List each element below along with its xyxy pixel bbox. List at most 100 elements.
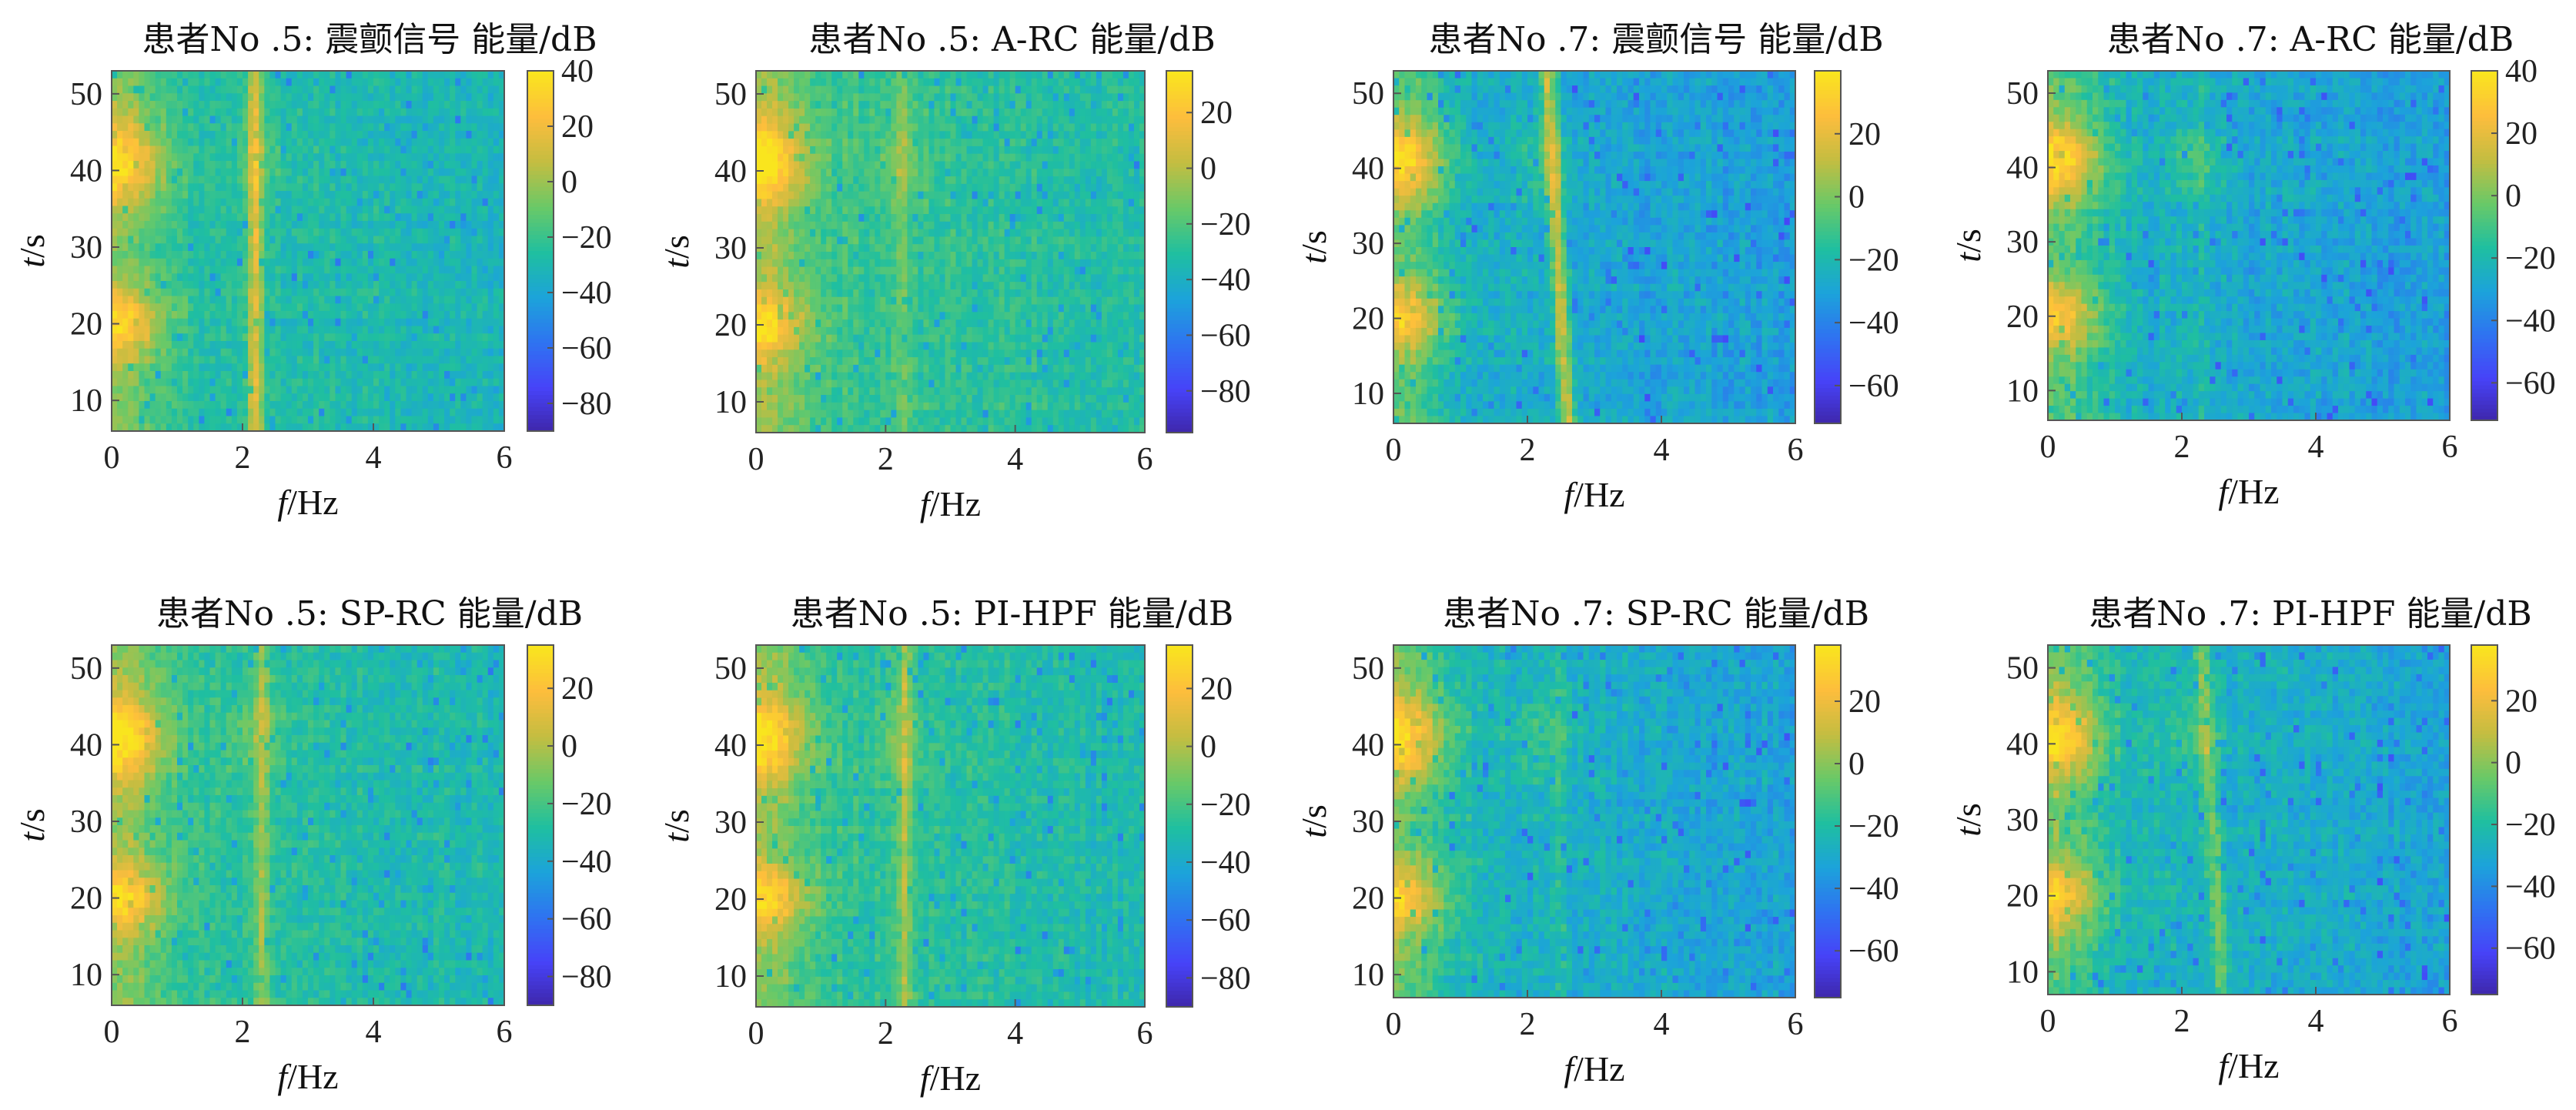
heatmap-cell [379, 71, 385, 79]
heatmap-cell [357, 363, 363, 371]
heatmap-cell [221, 326, 227, 334]
heatmap-cell [303, 289, 309, 296]
heatmap-cell [324, 259, 330, 266]
heatmap-cell [156, 116, 162, 124]
heatmap-cell [210, 311, 216, 319]
heatmap-cell [199, 289, 205, 296]
heatmap-cell [286, 176, 293, 184]
heatmap-cell [1075, 101, 1081, 109]
heatmap-cell [193, 409, 199, 416]
heatmap-cell [428, 319, 434, 326]
heatmap-cell [248, 401, 254, 409]
heatmap-cell [313, 363, 319, 371]
heatmap-cell [439, 393, 445, 401]
heatmap-cell [805, 116, 811, 124]
heatmap-cell [907, 116, 913, 124]
heatmap-cell [1091, 162, 1097, 169]
heatmap-cell [815, 86, 821, 94]
heatmap-cell [384, 326, 390, 334]
heatmap-cell [799, 109, 805, 116]
heatmap-cell [204, 266, 210, 274]
heatmap-cell [319, 273, 325, 281]
heatmap-cell [319, 71, 325, 79]
heatmap-cell [221, 139, 227, 146]
heatmap-cell [232, 71, 238, 79]
heatmap-cell [363, 333, 369, 341]
heatmap-cell [122, 191, 129, 199]
heatmap-cell [483, 221, 489, 229]
heatmap-cell [1118, 101, 1124, 109]
heatmap-cell [379, 311, 385, 319]
heatmap-cell [216, 356, 222, 364]
heatmap-cell [335, 311, 341, 319]
heatmap-cell [210, 393, 216, 401]
colorbar-segment [527, 383, 554, 388]
heatmap-cell [460, 333, 467, 341]
heatmap-cell [324, 281, 330, 289]
heatmap-cell [156, 289, 162, 296]
heatmap-cell [815, 116, 821, 124]
heatmap-cell [412, 139, 418, 146]
heatmap-cell [989, 86, 995, 94]
heatmap-cell [352, 71, 358, 79]
heatmap-cell [221, 349, 227, 356]
heatmap-cell [292, 341, 298, 349]
heatmap-cell [945, 101, 951, 109]
heatmap-cell [821, 162, 827, 169]
heatmap-cell [939, 169, 945, 176]
heatmap-cell [488, 86, 494, 94]
heatmap-cell [330, 311, 336, 319]
heatmap-cell [210, 289, 216, 296]
heatmap-cell [243, 401, 249, 409]
heatmap-cell [276, 206, 282, 214]
heatmap-cell [368, 259, 374, 266]
heatmap-cell [182, 296, 189, 304]
heatmap-cell [182, 289, 189, 296]
heatmap-cell [810, 116, 816, 124]
heatmap-cell [433, 236, 440, 244]
heatmap-cell [352, 363, 358, 371]
heatmap-cell [122, 251, 129, 259]
heatmap-cell [472, 221, 478, 229]
heatmap-cell [373, 153, 380, 161]
heatmap-cell [308, 379, 314, 386]
heatmap-cell [269, 296, 276, 304]
heatmap-cell [1134, 146, 1140, 154]
heatmap-cell [150, 183, 156, 191]
heatmap-cell [885, 176, 892, 184]
heatmap-cell [395, 199, 401, 206]
heatmap-cell [450, 296, 456, 304]
heatmap-cell [939, 184, 945, 192]
heatmap-cell [172, 409, 178, 416]
heatmap-cell [145, 386, 151, 394]
heatmap-cell [395, 393, 401, 401]
heatmap-cell [232, 176, 238, 184]
heatmap-cell [112, 356, 118, 364]
heatmap-cell [423, 123, 429, 131]
heatmap-cell [112, 199, 118, 206]
heatmap-cell [783, 146, 789, 154]
heatmap-cell [303, 349, 309, 356]
heatmap-cell [177, 176, 183, 184]
heatmap-cell [117, 371, 123, 379]
heatmap-cell [210, 183, 216, 191]
heatmap-cell [1037, 124, 1043, 132]
heatmap-cell [264, 296, 270, 304]
heatmap-cell [368, 281, 374, 289]
heatmap-cell [1107, 116, 1113, 124]
heatmap-cell [433, 266, 440, 274]
heatmap-cell [1123, 146, 1129, 154]
heatmap-cell [156, 109, 162, 116]
heatmap-cell [352, 379, 358, 386]
heatmap-cell [363, 401, 369, 409]
heatmap-cell [1069, 116, 1076, 124]
heatmap-cell [406, 146, 413, 154]
heatmap-cell [281, 379, 287, 386]
heatmap-cell [150, 229, 156, 236]
heatmap-cell [896, 109, 902, 116]
heatmap-cell [1118, 199, 1124, 206]
heatmap-cell [216, 123, 222, 131]
heatmap-cell [794, 169, 800, 176]
heatmap-cell [1069, 162, 1076, 169]
heatmap-cell [156, 333, 162, 341]
